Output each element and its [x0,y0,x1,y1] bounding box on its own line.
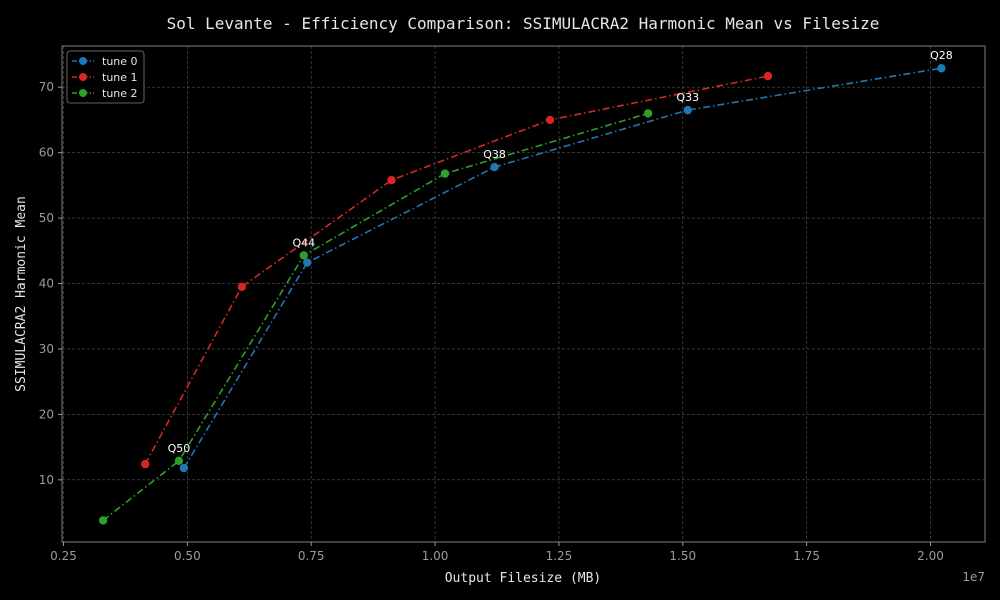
series-lines [98,64,946,525]
data-point-tune-2 [643,109,653,118]
x-tick-label: 1.00 [422,549,449,563]
y-tick-label: 40 [39,277,54,291]
data-point-tune-2 [98,516,108,525]
data-point-tune-1 [763,71,773,81]
x-tick-label: 1.75 [793,549,820,563]
point-annotation: Q33 [676,91,699,104]
data-point-tune-0 [683,105,692,115]
axis-ticks: 0.25 0.50 0.75 1.00 1.25 1.50 1.75 2.00 10 20 30 40… [39,80,944,563]
x-tick-label: 0.75 [298,549,325,563]
series-line-tune-1 [144,75,769,465]
data-point-tune-1 [237,282,247,292]
data-point-tune-1 [387,175,396,185]
y-tick-label: 20 [39,407,54,421]
data-point-tune-2 [299,251,308,260]
y-tick-label: 60 [39,146,54,160]
point-annotation: Q50 [168,442,191,455]
point-annotation: Q38 [483,148,506,161]
chart-title: Sol Levante - Efficiency Comparison: SSI… [167,14,880,33]
legend-label-tune-2: tune 2 [102,87,138,100]
legend-label-tune-1: tune 1 [102,71,138,84]
x-axis-scale-label: 1e7 [962,570,985,584]
x-tick-label: 1.25 [546,549,573,563]
data-point-tune-0 [303,258,312,267]
legend-box [66,50,145,104]
point-annotation: Q28 [930,49,953,62]
x-axis-label: Output Filesize (MB) [445,571,602,586]
data-point-tune-0 [937,64,946,73]
legend: tune 0 tune 1 tune 2 [66,50,145,104]
y-tick-label: 10 [39,473,54,487]
x-tick-label: 1.50 [669,549,696,563]
data-point-tune-1 [141,459,150,469]
x-tick-label: 2.00 [917,549,944,563]
data-point-tune-0 [490,162,499,172]
y-axis-label: SSIMULACRA2 Harmonic Mean [14,196,29,392]
legend-swatch-marker-tune-1 [79,73,87,81]
legend-swatch-marker-tune-2 [79,89,87,97]
y-tick-label: 70 [39,80,54,94]
data-point-tune-2 [440,169,450,178]
plot-frame [61,45,986,543]
legend-swatch-marker-tune-0 [79,57,87,65]
x-tick-label: 0.50 [174,549,201,563]
y-tick-label: 30 [39,342,54,356]
annotations: Q50 Q44 Q38 Q33 Q28 [168,49,953,455]
data-point-tune-1 [545,115,555,125]
point-annotation: Q44 [292,236,315,249]
legend-label-tune-0: tune 0 [102,55,138,68]
data-point-tune-0 [179,463,189,473]
data-point-tune-2 [174,456,184,466]
x-tick-label: 0.25 [50,549,77,563]
y-tick-label: 50 [39,211,54,225]
grid [62,46,985,542]
